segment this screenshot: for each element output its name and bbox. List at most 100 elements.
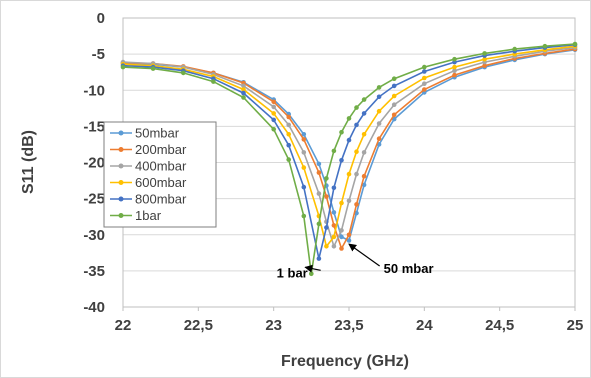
x-tick-label: 23 [265,317,282,334]
data-series [120,41,578,277]
data-point [346,137,352,143]
data-point [422,87,427,92]
y-tick-label: 0 [97,10,105,27]
tick-labels: 0 -5 -10 -15 -20 -25 -30 -35 -40 22 22,5 23 23,5 24 24… [83,10,583,334]
legend-swatch-marker [118,180,124,185]
data-point [361,173,367,179]
data-point [346,116,352,121]
y-tick-label: -25 [83,191,105,208]
data-point [376,94,382,100]
data-point [316,161,322,167]
data-point [331,244,337,249]
data-point [339,200,344,206]
y-tick-label: -10 [83,82,105,99]
x-tick-label: 22,5 [184,317,213,334]
data-point [346,171,352,177]
legend-item: 1bar [110,208,162,223]
data-point [391,112,397,118]
data-point [271,104,277,110]
data-point [391,76,397,81]
data-point [286,122,292,128]
data-point [572,41,578,47]
data-point [286,132,292,137]
data-point [346,232,352,238]
legend-item: 800mbar [110,192,187,207]
legend-item: 600mbar [110,175,187,190]
y-tick-label: -40 [83,299,105,316]
data-point [301,150,307,155]
x-tick-label: 24 [416,317,433,334]
data-point [361,111,367,116]
data-point [301,137,307,142]
data-point [452,68,457,73]
data-point [301,184,307,190]
data-point [286,114,292,120]
data-point [316,221,322,227]
data-point [331,148,337,154]
legend-swatch-marker [118,163,124,169]
data-point [286,142,292,148]
data-point [452,64,457,70]
data-point [391,83,397,89]
annotation-arrow [348,243,381,267]
data-point [331,210,337,215]
data-point [339,246,344,251]
data-point [241,95,246,100]
data-point [376,85,382,90]
data-point [120,64,126,70]
data-point [150,66,156,71]
data-point [354,202,359,207]
data-point [316,170,322,175]
data-point [241,87,246,92]
x-tick-label: 22 [115,317,132,334]
data-point [339,129,344,135]
y-tick-label: -15 [83,118,105,135]
y-tick-label: -30 [83,227,105,244]
data-point [361,132,367,137]
legend-label: 800mbar [135,192,187,207]
data-point [422,64,427,70]
legend-item: 50mbar [110,126,180,141]
data-point [301,132,307,137]
data-point [211,79,216,84]
legend-label: 50mbar [135,126,180,141]
legend-label: 600mbar [135,175,187,190]
data-point [482,56,487,62]
data-point [309,271,314,277]
data-point [331,234,337,240]
data-point [354,122,359,128]
legend-label: 200mbar [135,142,187,157]
data-point [391,93,397,99]
data-point [339,158,344,163]
data-point [391,102,397,107]
data-point [324,244,329,249]
data-point [422,75,427,81]
annotation-label: 1 bar [277,265,308,280]
series-line [122,43,576,274]
x-tick-label: 24,5 [485,317,514,334]
legend-box [103,121,217,228]
data-point [331,223,337,228]
data-point [339,228,344,233]
legend-swatch-marker [118,196,124,202]
series-1bar [120,41,578,277]
data-point [422,81,427,86]
data-point [271,99,277,105]
data-point [271,117,277,123]
data-point [324,225,329,230]
data-point [286,157,292,162]
data-point [301,165,307,170]
data-point [241,90,246,96]
legend-swatch-marker [118,213,124,218]
data-point [271,111,277,116]
data-point [331,185,337,191]
data-point [512,46,517,52]
data-point [422,69,427,74]
data-point [316,256,322,261]
data-point [324,176,329,181]
data-point [271,127,277,132]
data-point [354,149,359,154]
legend-item: 400mbar [110,159,187,174]
data-point [376,121,382,126]
